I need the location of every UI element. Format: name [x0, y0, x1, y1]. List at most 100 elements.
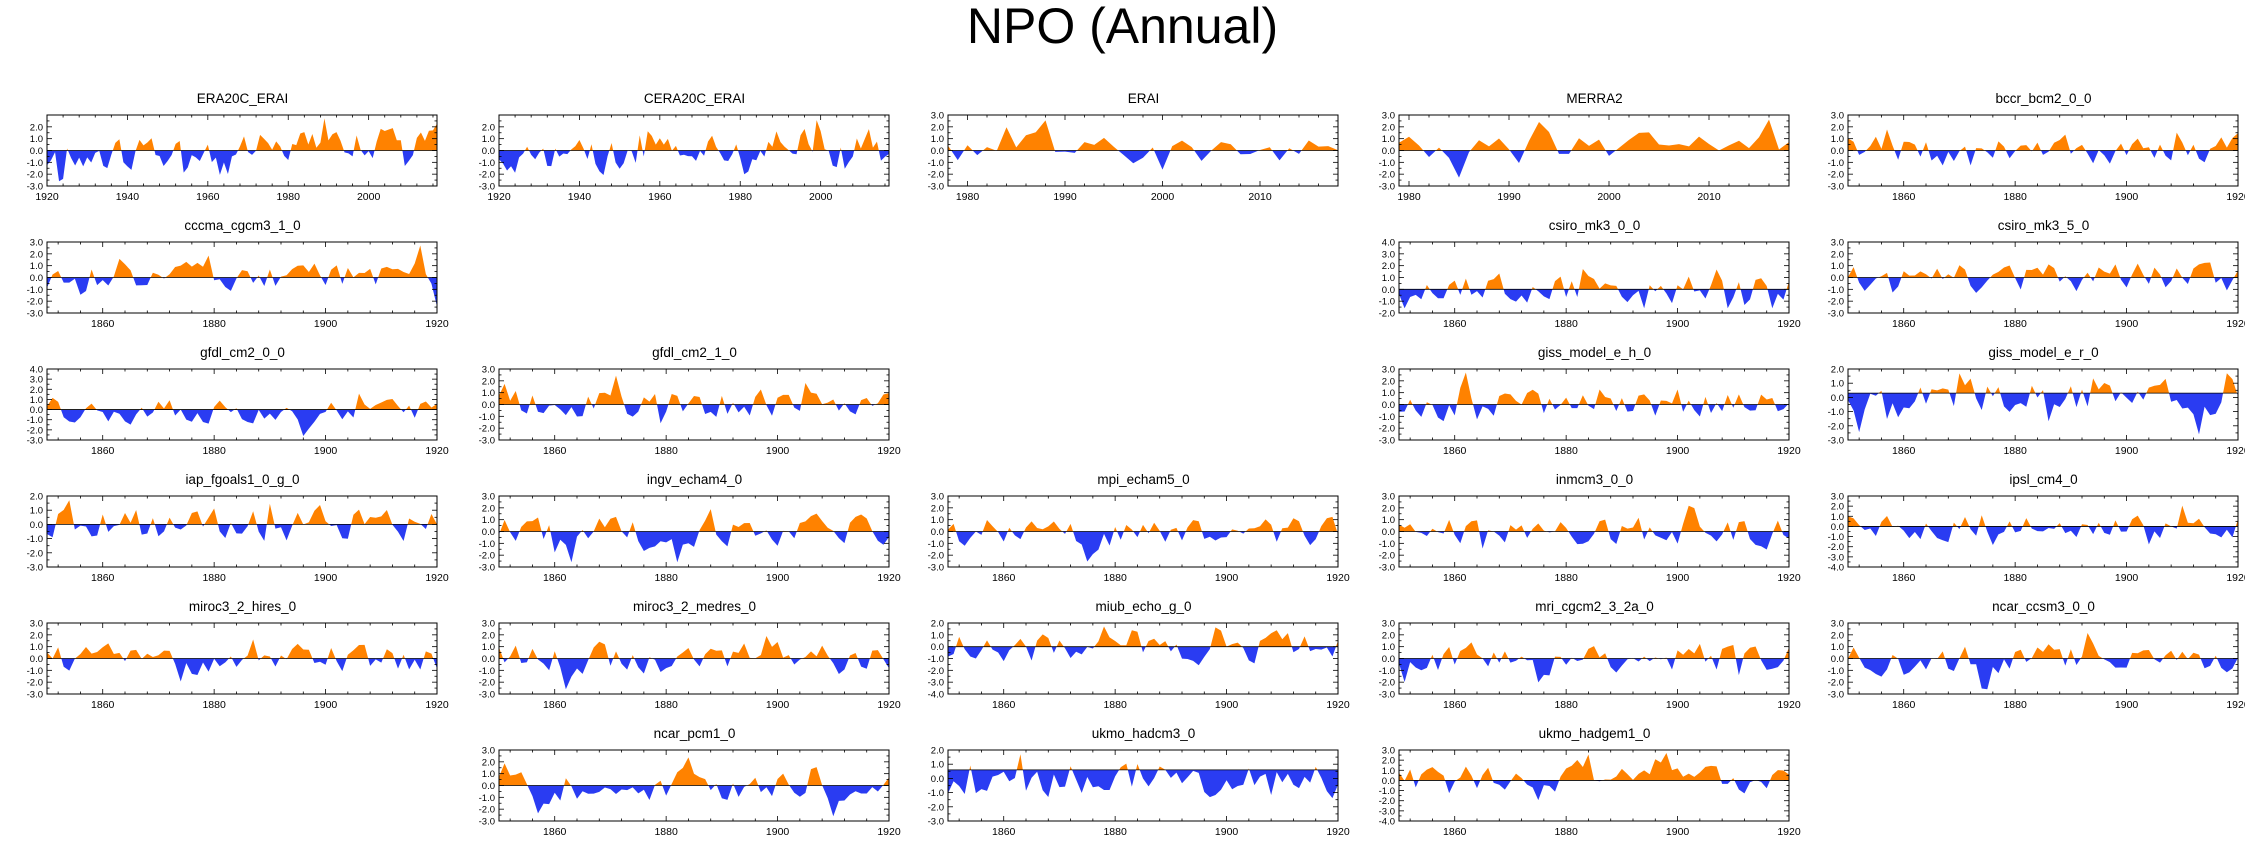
x-tick-label: 2000 [1151, 191, 1175, 203]
y-tick-label: -3.0 [1828, 436, 1844, 447]
x-tick-label: 1880 [1554, 572, 1578, 584]
x-tick-label: 1920 [1777, 572, 1801, 584]
y-tick-label: 3.0 [931, 111, 944, 122]
y-tick-label: -2.0 [1828, 297, 1844, 308]
chart-ukmo_hadcm3_0: -3.0 -2.0 -1.0 0.0 1.0 2.0 1860 1880 1900 1920 [928, 746, 1350, 839]
panel-gfdl_cm2_1_0: gfdl_cm2_1_0 -3.0 -2.0 -1.0 0.0 1.0 2.0 3.0 1860… [452, 345, 901, 459]
x-tick-label: 1900 [1215, 699, 1239, 711]
x-tick-label: 1900 [1666, 826, 1690, 838]
panel-title: gfdl_cm2_1_0 [652, 345, 737, 360]
y-tick-label: -1.0 [1379, 786, 1395, 797]
series-negative-area [1848, 150, 2238, 166]
panel-csiro_mk3_0_0: csiro_mk3_0_0 -2.0 -1.0 0.0 1.0 2.0 3.0 4.0 1860… [1352, 218, 1801, 332]
x-tick-label: 1900 [766, 572, 790, 584]
y-tick-label: -1.0 [1828, 158, 1844, 169]
panel-csiro_mk3_5_0: csiro_mk3_5_0 -3.0 -2.0 -1.0 0.0 1.0 2.0 3.0 186… [1801, 218, 2245, 332]
series-negative-area [1848, 658, 2238, 690]
y-tick-label: 2.0 [482, 376, 495, 387]
y-tick-label: -3.0 [27, 436, 43, 447]
y-tick-label: 0.0 [482, 527, 495, 538]
panel-miroc3_2_medres_0: miroc3_2_medres_0 -3.0 -2.0 -1.0 0.0 1.0 2.0 3.… [452, 599, 901, 713]
x-tick-label: 1990 [1497, 191, 1521, 203]
x-tick-label: 1860 [992, 699, 1016, 711]
plot-frame [1398, 749, 1790, 822]
panel-title: giss_model_e_r_0 [1988, 345, 2099, 360]
y-tick-label: 0.0 [1831, 146, 1844, 157]
x-tick-label: 1900 [314, 572, 338, 584]
y-tick-label: 1.0 [1831, 642, 1844, 653]
panel-title: CERA20C_ERAI [643, 91, 746, 106]
x-tick-label: 1920 [877, 699, 901, 711]
panel-title: inmcm3_0_0 [1555, 472, 1634, 487]
x-tick-label: 1900 [2115, 318, 2139, 330]
series-positive-area [499, 375, 889, 405]
y-tick-label: -3.0 [1379, 436, 1395, 447]
y-tick-label: -1.0 [27, 415, 43, 426]
plot-frame [947, 622, 1339, 695]
x-tick-label: 2000 [809, 191, 833, 203]
x-tick-label: 1920 [425, 318, 449, 330]
x-tick-label: 1980 [1397, 191, 1421, 203]
y-tick-label: -3.0 [928, 563, 944, 574]
x-tick-label: 1900 [1215, 826, 1239, 838]
y-tick-label: -2.0 [1379, 551, 1395, 562]
y-tick-label: -2.0 [27, 170, 43, 181]
series-negative-area [1399, 531, 1789, 550]
x-tick-label: 1860 [91, 445, 115, 457]
x-tick-label: 1920 [425, 445, 449, 457]
y-tick-label: -1.0 [928, 539, 944, 550]
y-tick-label: 1.0 [30, 506, 43, 517]
y-tick-label: -1.0 [27, 285, 43, 296]
y-tick-label: -1.0 [479, 412, 495, 423]
x-tick-label: 1900 [314, 318, 338, 330]
y-tick-label: 3.0 [482, 365, 495, 376]
series-negative-area [499, 150, 889, 175]
panel-inmcm3_0_0: inmcm3_0_0 -3.0 -2.0 -1.0 0.0 1.0 2.0 3.0 1860 18… [1352, 472, 1801, 586]
y-tick-label: 0.0 [1382, 527, 1395, 538]
x-tick-label: 1980 [956, 191, 980, 203]
y-tick-label: -3.0 [1379, 806, 1395, 817]
y-tick-label: 0.0 [482, 654, 495, 665]
y-tick-label: -1.0 [27, 534, 43, 545]
y-tick-label: -2.0 [27, 297, 43, 308]
y-tick-label: 0.0 [931, 642, 944, 653]
panel-title: cccma_cgcm3_1_0 [184, 218, 301, 233]
x-tick-label: 1920 [2226, 445, 2245, 457]
y-tick-label: 2.0 [931, 619, 944, 630]
series-positive-area [948, 120, 1338, 151]
y-tick-label: 3.0 [1831, 111, 1844, 122]
panel-miroc3_2_hires_0: miroc3_2_hires_0 -3.0 -2.0 -1.0 0.0 1.0 2.0 3.0… [0, 599, 449, 713]
x-tick-label: 1900 [2115, 191, 2139, 203]
panel-ncar_pcm1_0: ncar_pcm1_0 -3.0 -2.0 -1.0 0.0 1.0 2.0 3.0 1860 1… [452, 726, 901, 840]
y-tick-label: 2.0 [931, 746, 944, 757]
y-tick-label: -2.0 [27, 678, 43, 689]
panel-title: ERAI [1127, 91, 1160, 106]
y-tick-label: -2.0 [928, 802, 944, 813]
series-positive-area [1848, 632, 2238, 659]
panel-title: csiro_mk3_5_0 [1997, 218, 2090, 233]
x-tick-label: 1860 [1443, 318, 1467, 330]
y-tick-label: 1.0 [1831, 379, 1844, 390]
y-tick-label: 2.0 [1382, 630, 1395, 641]
x-tick-label: 1900 [1215, 572, 1239, 584]
chart-gfdl_cm2_0_0: -3.0-2.0-1.00.01.02.03.04.0 1860 1880 1900 1… [27, 365, 449, 458]
x-tick-label: 1920 [487, 191, 511, 203]
y-tick-label: 2.0 [1382, 376, 1395, 387]
panel-MERRA2: MERRA2 -3.0 -2.0 -1.0 0.0 1.0 2.0 3.0 1980 1990 20… [1352, 91, 1797, 205]
y-tick-label: 1.0 [1382, 273, 1395, 284]
y-tick-label: -3.0 [479, 690, 495, 701]
x-tick-label: 1900 [2115, 445, 2139, 457]
x-tick-label: 1860 [91, 699, 115, 711]
y-tick-label: 0.0 [30, 146, 43, 157]
y-tick-label: 2.0 [30, 492, 43, 503]
chart-CERA20C_ERAI: -3.0-2.0-1.00.01.02.0 1920 1940 1960 1980 200… [479, 114, 890, 203]
y-tick-label: 2.0 [482, 630, 495, 641]
panel-title: ncar_pcm1_0 [653, 726, 736, 741]
y-tick-label: 3.0 [482, 492, 495, 503]
y-tick-label: 1.0 [30, 261, 43, 272]
panel-ERAI: ERAI -3.0 -2.0 -1.0 0.0 1.0 2.0 3.0 1980 1990 2000… [901, 91, 1346, 205]
x-tick-label: 1880 [202, 318, 226, 330]
y-tick-label: 2.0 [30, 249, 43, 260]
x-tick-label: 1860 [1443, 445, 1467, 457]
x-tick-label: 1920 [425, 699, 449, 711]
